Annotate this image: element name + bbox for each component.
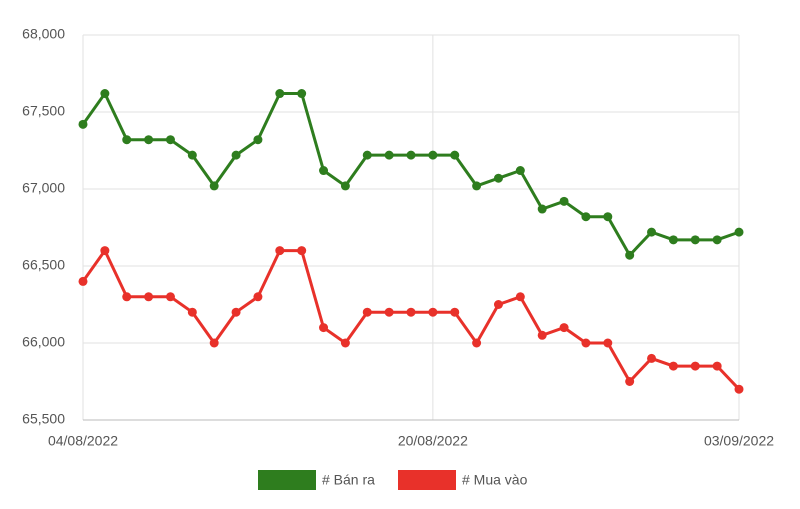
point bbox=[472, 338, 482, 348]
x-tick-label: 04/08/2022 bbox=[48, 433, 118, 449]
point bbox=[319, 166, 329, 176]
point bbox=[165, 135, 175, 145]
point bbox=[450, 150, 460, 160]
point bbox=[515, 292, 525, 302]
point bbox=[100, 246, 110, 256]
point bbox=[581, 338, 591, 348]
point bbox=[340, 181, 350, 191]
point bbox=[712, 361, 722, 371]
point bbox=[297, 246, 307, 256]
point bbox=[362, 150, 372, 160]
point bbox=[625, 250, 635, 260]
point bbox=[253, 292, 263, 302]
point bbox=[297, 89, 307, 99]
point bbox=[406, 307, 416, 317]
point bbox=[187, 150, 197, 160]
point bbox=[493, 300, 503, 309]
point bbox=[428, 150, 438, 160]
point bbox=[384, 150, 394, 160]
y-tick-label: 67,500 bbox=[22, 103, 65, 119]
y-tick-label: 65,500 bbox=[22, 411, 65, 427]
point bbox=[78, 119, 88, 129]
point bbox=[690, 361, 700, 371]
legend-swatch bbox=[398, 470, 456, 490]
point bbox=[515, 166, 525, 176]
series-line bbox=[81, 90, 740, 258]
point bbox=[209, 338, 219, 348]
point bbox=[603, 212, 613, 222]
point bbox=[362, 307, 372, 317]
point bbox=[100, 89, 110, 99]
point bbox=[668, 361, 678, 371]
point bbox=[122, 292, 132, 302]
point bbox=[668, 235, 678, 245]
point bbox=[144, 292, 154, 302]
point bbox=[734, 227, 744, 237]
y-tick-label: 66,500 bbox=[22, 257, 65, 273]
point bbox=[231, 150, 241, 160]
legend-swatch bbox=[258, 470, 316, 490]
point bbox=[603, 338, 613, 348]
y-tick-label: 67,000 bbox=[22, 180, 65, 196]
point bbox=[625, 377, 635, 386]
point bbox=[493, 173, 503, 183]
point bbox=[690, 235, 700, 245]
point bbox=[647, 227, 657, 237]
legend-label: # Mua vào bbox=[462, 472, 528, 488]
point bbox=[340, 338, 350, 348]
point bbox=[319, 323, 329, 333]
point bbox=[450, 307, 460, 317]
point bbox=[231, 307, 241, 317]
point bbox=[209, 181, 219, 191]
point bbox=[253, 135, 263, 145]
legend-label: # Bán ra bbox=[322, 472, 375, 488]
point bbox=[165, 292, 175, 302]
point bbox=[581, 212, 591, 222]
point bbox=[275, 89, 285, 99]
point bbox=[537, 330, 547, 340]
point bbox=[428, 307, 438, 317]
point bbox=[275, 246, 285, 256]
point bbox=[712, 235, 722, 245]
point bbox=[559, 196, 569, 206]
point bbox=[472, 181, 482, 191]
y-tick-label: 68,000 bbox=[22, 26, 65, 42]
point bbox=[537, 204, 547, 214]
x-tick-label: 03/09/2022 bbox=[704, 433, 774, 449]
point bbox=[734, 384, 744, 394]
point bbox=[647, 353, 657, 363]
point bbox=[187, 307, 197, 317]
point bbox=[144, 135, 154, 145]
point bbox=[406, 150, 416, 160]
series-line bbox=[81, 247, 741, 391]
point bbox=[78, 276, 88, 286]
point bbox=[384, 307, 394, 317]
point bbox=[559, 323, 569, 333]
x-tick-label: 20/08/2022 bbox=[398, 433, 468, 449]
point bbox=[122, 135, 132, 145]
y-tick-label: 66,000 bbox=[22, 334, 65, 350]
